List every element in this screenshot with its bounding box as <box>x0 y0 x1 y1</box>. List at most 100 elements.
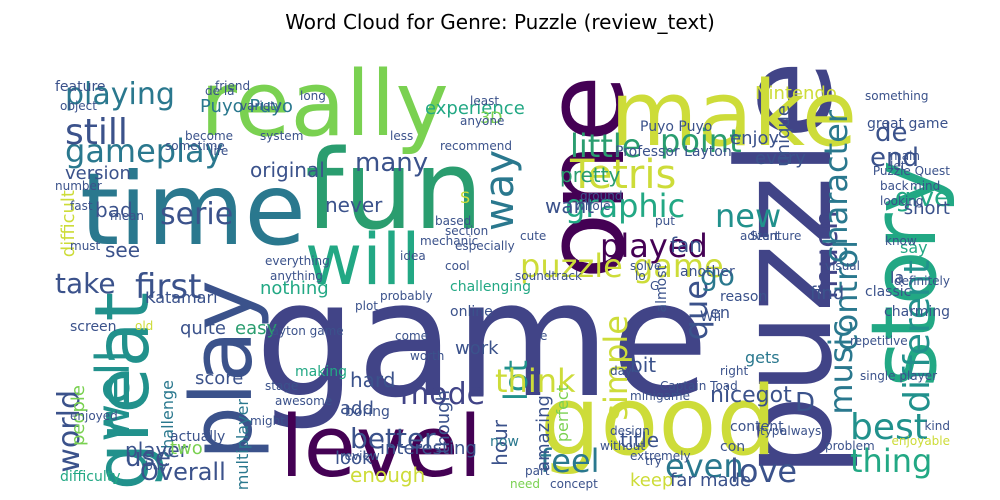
word-cloud-word: boring <box>345 404 390 420</box>
word-cloud-word: actually <box>170 429 226 445</box>
word-cloud-word: far <box>670 470 695 491</box>
word-cloud-word: feel <box>540 442 600 480</box>
word-cloud-word: will <box>305 219 421 301</box>
word-cloud-word: based <box>435 214 472 228</box>
word-cloud-word: design <box>610 424 650 438</box>
word-cloud-word: life <box>210 144 229 158</box>
word-cloud-word: give <box>894 183 950 213</box>
word-cloud-word: time <box>80 151 306 268</box>
word-cloud-word: without <box>600 439 646 453</box>
word-cloud-word: adventure <box>740 229 802 243</box>
word-cloud-word: mechanic <box>420 234 479 248</box>
word-cloud-word: object <box>60 99 97 113</box>
word-cloud-word: keep <box>630 470 674 491</box>
word-cloud-word: little <box>570 127 642 165</box>
word-cloud-word: con <box>720 439 746 455</box>
word-cloud-word: put <box>655 214 675 228</box>
word-cloud-word: puzzle game <box>520 247 724 285</box>
word-cloud-word: amazing <box>533 395 554 472</box>
word-cloud-word: go <box>700 259 735 292</box>
word-cloud-word: S <box>460 188 471 207</box>
chart-title: Word Cloud for Genre: Puzzle (review_tex… <box>285 10 715 34</box>
word-cloud-word: become <box>185 129 234 143</box>
word-cloud-word: never <box>325 193 383 217</box>
word-cloud-word: say <box>900 238 928 257</box>
word-cloud-word: mode <box>400 377 486 412</box>
word-cloud-word: back <box>880 179 909 193</box>
word-cloud-word: score <box>195 368 244 389</box>
word-cloud-word: solve <box>630 259 662 273</box>
word-cloud-word: Tetris <box>570 152 677 198</box>
word-cloud-word: pretty <box>560 163 621 187</box>
word-cloud-word: best <box>850 407 928 448</box>
word-cloud-word: system <box>260 129 304 143</box>
word-cloud-word: definitely <box>893 274 950 288</box>
word-cloud-word: whole <box>575 199 611 213</box>
word-cloud-word: nothing <box>260 278 329 299</box>
word-cloud-word: type <box>760 424 787 438</box>
word-cloud-word: want <box>545 194 595 218</box>
word-cloud-word: experience <box>425 98 525 119</box>
word-cloud-word: lo <box>635 269 646 283</box>
word-cloud-word: challenging <box>450 279 531 295</box>
word-cloud-word: better <box>350 422 436 455</box>
word-cloud-word: awesome <box>275 394 333 408</box>
word-cloud-word: player <box>125 438 188 462</box>
word-cloud-word: fun <box>305 126 484 254</box>
word-cloud-word: played <box>600 227 708 265</box>
word-cloud-word: least <box>470 94 500 108</box>
word-cloud-word: Layton game <box>265 324 344 338</box>
word-cloud-word: anything <box>270 269 323 283</box>
word-cloud-word: mind <box>910 179 941 193</box>
word-cloud-word: kind <box>924 419 950 433</box>
word-cloud-word: review <box>340 449 380 463</box>
word-cloud-word: enjoyed <box>70 409 118 423</box>
word-cloud-word: part <box>525 464 550 478</box>
word-cloud-word: bad <box>95 198 133 222</box>
word-cloud-word: concept <box>550 477 598 491</box>
word-cloud-word: point <box>660 122 742 160</box>
word-cloud-word: enough <box>350 463 426 487</box>
word-cloud-word: new <box>715 197 782 235</box>
word-cloud-word: friend <box>215 79 251 93</box>
word-cloud-word: D <box>795 388 816 418</box>
word-cloud-word: everything <box>265 254 330 268</box>
word-cloud-word: minigame <box>630 389 691 403</box>
word-cloud-word: mean <box>110 209 145 223</box>
word-cloud-word: G <box>650 279 660 293</box>
word-cloud-word: looking <box>880 194 924 208</box>
word-cloud-word: Puzzle Quest <box>872 164 950 178</box>
word-cloud-word: gets <box>745 348 780 367</box>
word-cloud-word: really <box>200 52 449 157</box>
word-cloud-word: visual <box>825 259 860 273</box>
word-cloud-word: gameplay <box>65 132 224 170</box>
word-cloud-word: worth <box>410 349 445 363</box>
word-cloud-word: Start <box>750 229 780 243</box>
word-cloud-word: cool <box>445 259 470 273</box>
word-cloud-word: sometime <box>165 139 225 153</box>
word-cloud-word: recommend <box>440 139 512 153</box>
word-cloud-word: way <box>477 150 523 231</box>
word-cloud-word: 3D <box>480 108 503 127</box>
word-cloud-word: variety <box>240 99 282 113</box>
word-cloud-word: anyone <box>460 114 505 128</box>
word-cloud-word: stage <box>265 379 299 393</box>
word-cloud-word: Professor Layton <box>615 144 732 160</box>
word-cloud-word: great game <box>867 116 949 132</box>
word-cloud-word: Katamari <box>145 288 218 307</box>
word-cloud-word: good <box>540 367 777 477</box>
word-cloud-word: even <box>665 447 744 485</box>
word-cloud-word: though <box>433 390 454 454</box>
word-cloud-word: especially <box>455 239 515 253</box>
word-cloud-word: playing <box>65 77 175 112</box>
word-cloud-word: right <box>720 364 749 378</box>
word-cloud-word: single player <box>860 369 938 383</box>
word-cloud-word: classic <box>865 284 912 300</box>
word-cloud-word: Puyo Puyo <box>640 119 713 135</box>
word-cloud-word: look <box>335 448 373 469</box>
word-cloud-word: feature <box>55 79 106 95</box>
word-cloud-word: end <box>870 143 919 173</box>
word-cloud-word: level <box>280 398 483 497</box>
word-cloud-word: thing <box>850 442 933 480</box>
word-cloud-word: first <box>135 267 202 307</box>
